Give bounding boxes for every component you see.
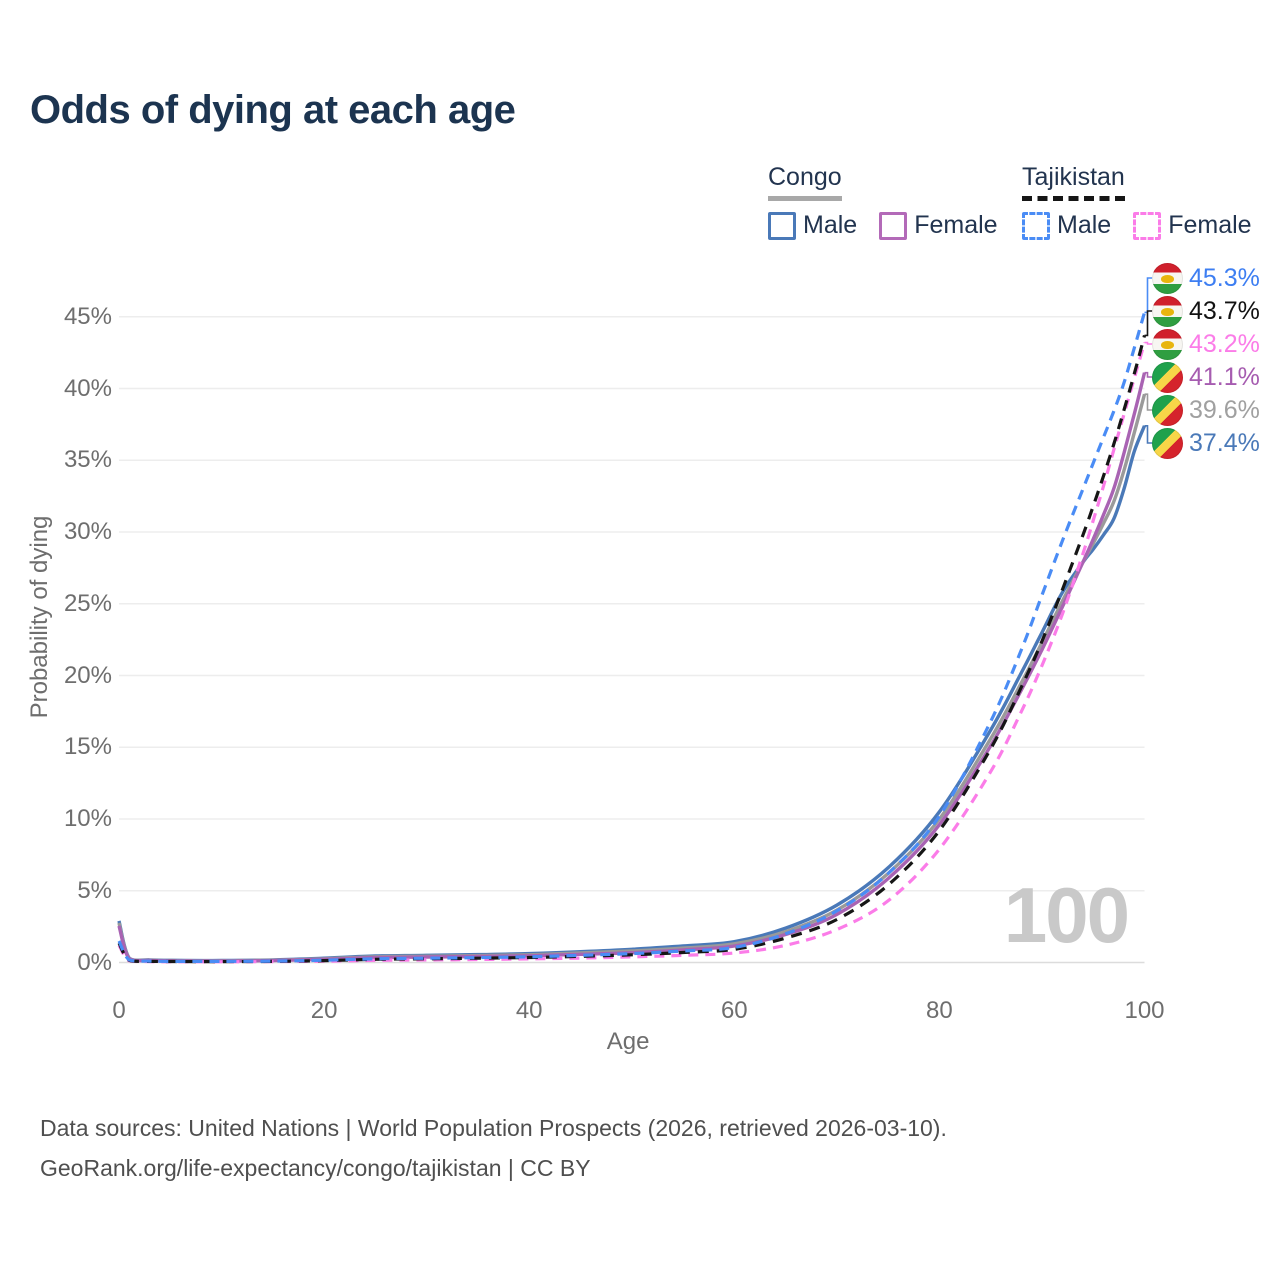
leader-line-tajikistan: [1144, 310, 1153, 337]
end-label-tajikistan-female: 43.2%: [1152, 327, 1260, 361]
legend-title-tajikistan: Tajikistan: [1022, 163, 1125, 201]
congo-male-swatch-icon[interactable]: [768, 211, 796, 240]
age-counter-watermark: 100: [1003, 871, 1130, 959]
congo-flag-icon: [1152, 394, 1183, 426]
y-tick-20: 20%: [63, 661, 112, 689]
end-value-label: 43.7%: [1189, 296, 1260, 325]
legend-items-tajikistan: Male Female: [1022, 211, 1274, 240]
legend-item-tajikistan-female[interactable]: Female: [1133, 211, 1252, 240]
x-tick-60: 60: [720, 997, 748, 1024]
congo-flag-icon: [1152, 361, 1183, 393]
y-tick-0: 0%: [77, 948, 112, 976]
end-value-label: 43.2%: [1189, 329, 1260, 358]
y-tick-40: 40%: [63, 374, 112, 402]
congo-female-swatch-icon[interactable]: [879, 211, 908, 240]
legend-label-tajikistan-female: Female: [1168, 211, 1252, 239]
end-value-label: 45.3%: [1189, 263, 1260, 292]
series-line-congo-male: [117, 425, 1147, 963]
tajikistan-flag-icon: [1152, 328, 1183, 360]
x-tick-20: 20: [310, 997, 338, 1024]
y-tick-35: 35%: [63, 446, 112, 474]
legend-group-tajikistan: Tajikistan Male Female: [1022, 163, 1274, 240]
leader-line-congo: [1144, 393, 1153, 411]
end-label-tajikistan-male: 45.3%: [1152, 261, 1260, 295]
legend-item-congo-male[interactable]: Male: [768, 211, 857, 240]
legend-item-tajikistan-male[interactable]: Male: [1022, 211, 1111, 240]
end-value-label: 37.4%: [1189, 428, 1260, 457]
series-line-tajikistan: [117, 334, 1147, 964]
tajikistan-female-swatch-icon[interactable]: [1133, 211, 1162, 240]
x-tick-0: 0: [112, 997, 126, 1024]
legend-group-congo: Congo Male Female: [768, 163, 1020, 240]
y-tick-30: 30%: [63, 518, 112, 545]
leader-line-tajikistan-female: [1144, 341, 1153, 345]
tajikistan-flag-icon: [1152, 262, 1183, 294]
footer-link-line: GeoRank.org/life-expectancy/congo/tajiki…: [40, 1155, 591, 1181]
page-title: Odds of dying at each age: [30, 88, 516, 132]
legend-label-tajikistan-male: Male: [1057, 211, 1112, 239]
tajikistan-male-swatch-icon[interactable]: [1022, 211, 1050, 240]
legend-title-congo: Congo: [768, 163, 842, 201]
footer-source-line: Data sources: United Nations | World Pop…: [40, 1115, 947, 1141]
y-tick-25: 25%: [63, 589, 112, 617]
legend-item-congo-female[interactable]: Female: [879, 211, 998, 240]
end-value-label: 39.6%: [1189, 395, 1260, 424]
leader-line-congo-female: [1144, 371, 1153, 378]
x-tick-40: 40: [515, 997, 543, 1024]
end-label-congo-female: 41.1%: [1152, 360, 1260, 394]
footer: Data sources: United Nations | World Pop…: [40, 1108, 947, 1188]
tajikistan-flag-icon: [1152, 295, 1183, 327]
congo-flag-icon: [1152, 427, 1183, 459]
x-tick-100: 100: [1124, 997, 1165, 1024]
end-value-label: 41.1%: [1189, 362, 1260, 391]
leader-line-congo-male: [1144, 425, 1153, 444]
end-label-tajikistan: 43.7%: [1152, 294, 1260, 328]
legend-items-congo: Male Female: [768, 211, 1020, 240]
y-tick-15: 15%: [63, 733, 112, 761]
leader-line-tajikistan-male: [1144, 277, 1153, 314]
end-label-congo: 39.6%: [1152, 393, 1260, 427]
series-line-tajikistan-female: [117, 342, 1147, 964]
end-label-congo-male: 37.4%: [1152, 426, 1260, 460]
x-axis-title: Age: [606, 1028, 650, 1055]
legend-label-congo-female: Female: [914, 211, 998, 239]
y-tick-45: 45%: [63, 302, 112, 330]
series-line-tajikistan-male: [117, 311, 1147, 964]
y-tick-5: 5%: [77, 876, 112, 904]
series-line-congo: [117, 393, 1147, 963]
y-tick-10: 10%: [63, 805, 112, 832]
legend-label-congo-male: Male: [803, 211, 858, 239]
x-tick-80: 80: [926, 997, 953, 1024]
